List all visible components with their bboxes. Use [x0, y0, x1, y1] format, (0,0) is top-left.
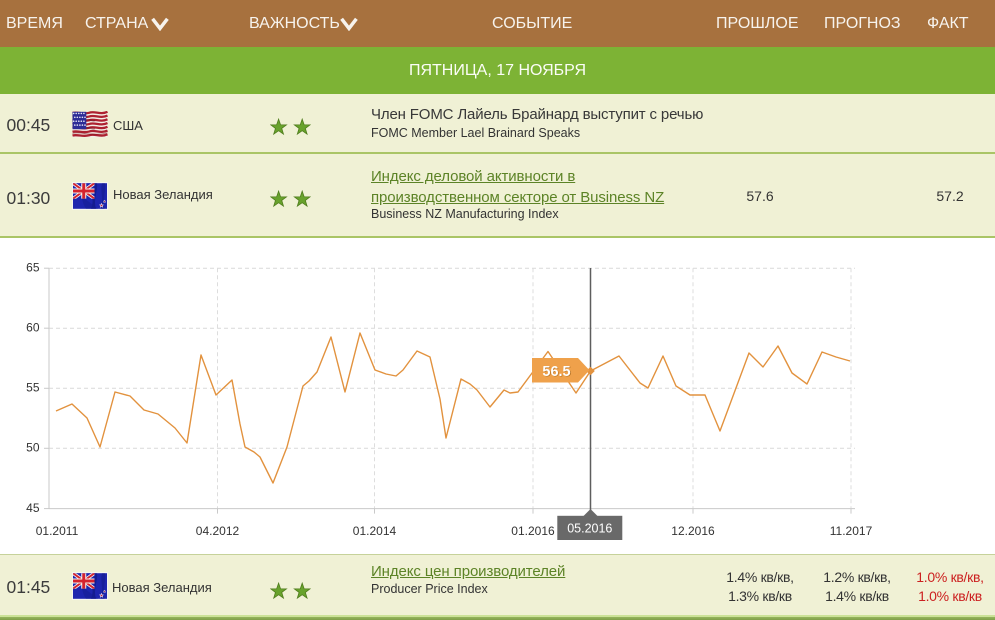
svg-text:01.2011: 01.2011 [36, 524, 79, 538]
svg-text:04.2012: 04.2012 [196, 524, 240, 538]
svg-text:65: 65 [26, 260, 40, 274]
svg-text:60: 60 [26, 320, 40, 334]
svg-text:56.5: 56.5 [543, 365, 571, 381]
svg-text:55: 55 [26, 381, 40, 395]
svg-text:12.2016: 12.2016 [671, 524, 715, 538]
svg-text:01.2016: 01.2016 [511, 524, 555, 538]
svg-text:05.2016: 05.2016 [567, 522, 612, 536]
svg-text:01.2014: 01.2014 [353, 524, 397, 538]
svg-text:45: 45 [26, 501, 40, 515]
svg-text:11.2017: 11.2017 [830, 524, 873, 538]
svg-text:50: 50 [26, 441, 40, 455]
svg-text:56.5: 56.5 [542, 364, 570, 380]
